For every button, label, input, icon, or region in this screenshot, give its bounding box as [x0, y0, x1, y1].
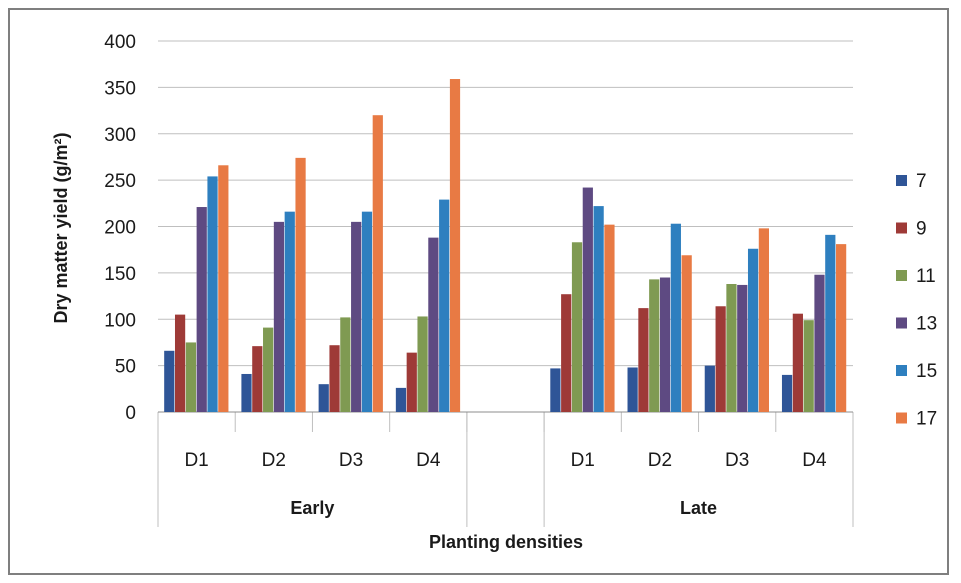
bar-series-7 [395, 387, 407, 412]
bar-series-17 [681, 255, 692, 412]
group-label: Early [290, 498, 334, 518]
bar-series-13 [814, 274, 825, 412]
bar-series-9 [638, 308, 649, 412]
legend-label: 7 [916, 171, 927, 192]
bar-series-17 [295, 157, 306, 412]
bar-series-11 [803, 320, 814, 412]
x-tick-labels: D1 D2 D3 D4 D1 D2 D3 D4 [184, 450, 826, 471]
bar-series-7 [781, 374, 793, 412]
bar-series-7 [627, 367, 638, 412]
y-tick-label: 300 [104, 125, 136, 146]
x-tick-label: D2 [262, 450, 286, 471]
bar-series-11 [571, 242, 583, 412]
bar-series-9 [174, 314, 186, 412]
y-tick-label: 250 [104, 171, 136, 192]
bar-series-15 [439, 199, 450, 412]
y-tick-label: 50 [115, 357, 136, 378]
bar-series-17 [836, 244, 847, 412]
bar-series-17 [449, 79, 461, 412]
legend-label: 11 [916, 266, 936, 287]
bar-series-15 [593, 206, 604, 412]
bar-series-7 [164, 350, 175, 412]
legend-label: 9 [916, 219, 927, 240]
bar-series-9 [329, 345, 340, 412]
bar-series-15 [361, 211, 373, 412]
bar-series-9 [561, 294, 572, 412]
legend-swatch [896, 365, 907, 376]
legend-swatch [896, 175, 907, 186]
bars [164, 79, 847, 412]
bar-series-13 [273, 221, 285, 412]
bar-series-17 [218, 165, 229, 412]
legend-swatch [896, 412, 907, 424]
bar-series-13 [659, 277, 671, 412]
y-tick-label: 150 [104, 264, 136, 285]
bar-series-17 [758, 228, 769, 412]
bar-series-7 [241, 373, 252, 412]
bar-series-7 [318, 384, 329, 412]
x-tick-label: D1 [571, 450, 595, 471]
group-labels: Early Late [290, 498, 717, 518]
bar-series-11 [649, 279, 660, 412]
x-tick-label: D4 [416, 450, 441, 471]
y-tick-label: 350 [104, 78, 136, 99]
bar-series-17 [372, 115, 383, 412]
legend-swatch [896, 270, 907, 281]
y-tick-label: 400 [104, 32, 136, 53]
y-tick-label: 200 [104, 218, 136, 239]
legend: 7 9 11 13 15 17 [896, 171, 937, 430]
legend-label: 13 [916, 314, 937, 335]
y-axis-title: Dry matter yield (g/m²) [51, 132, 71, 323]
bar-series-9 [252, 346, 263, 412]
y-tick-label: 0 [125, 403, 136, 424]
legend-label: 15 [916, 361, 937, 382]
legend-swatch [896, 317, 907, 329]
bar-series-11 [726, 284, 737, 412]
bar-series-13 [428, 237, 439, 412]
bar-series-11 [185, 342, 197, 412]
bar-series-13 [582, 187, 593, 412]
x-tick-label: D1 [184, 450, 208, 471]
bar-series-9 [406, 352, 417, 412]
bar-series-15 [825, 234, 836, 412]
y-tick-labels: 0 50 100 150 200 250 300 350 400 [104, 32, 136, 424]
bar-series-13 [351, 221, 362, 412]
bar-series-7 [550, 368, 561, 412]
bar-series-15 [207, 176, 218, 412]
bar-series-7 [704, 365, 715, 412]
x-tick-label: D3 [725, 450, 749, 471]
bar-series-15 [747, 248, 759, 412]
x-tick-label: D2 [648, 450, 672, 471]
bar-series-11 [417, 316, 428, 412]
x-axis-title: Planting densities [429, 532, 583, 552]
group-label: Late [680, 498, 717, 518]
bar-series-13 [196, 207, 207, 412]
legend-label: 17 [916, 409, 937, 430]
y-tick-label: 100 [104, 310, 136, 331]
legend-swatch [896, 222, 907, 234]
bar-series-11 [340, 317, 351, 412]
bar-series-13 [737, 284, 748, 412]
bar-series-11 [263, 327, 274, 412]
bar-series-15 [670, 223, 681, 412]
bar-series-17 [604, 224, 615, 412]
chart-frame [8, 8, 949, 575]
bar-series-9 [792, 313, 803, 412]
x-tick-label: D4 [802, 450, 827, 471]
bar-series-15 [284, 211, 295, 412]
bar-series-9 [715, 306, 726, 412]
x-tick-label: D3 [339, 450, 363, 471]
